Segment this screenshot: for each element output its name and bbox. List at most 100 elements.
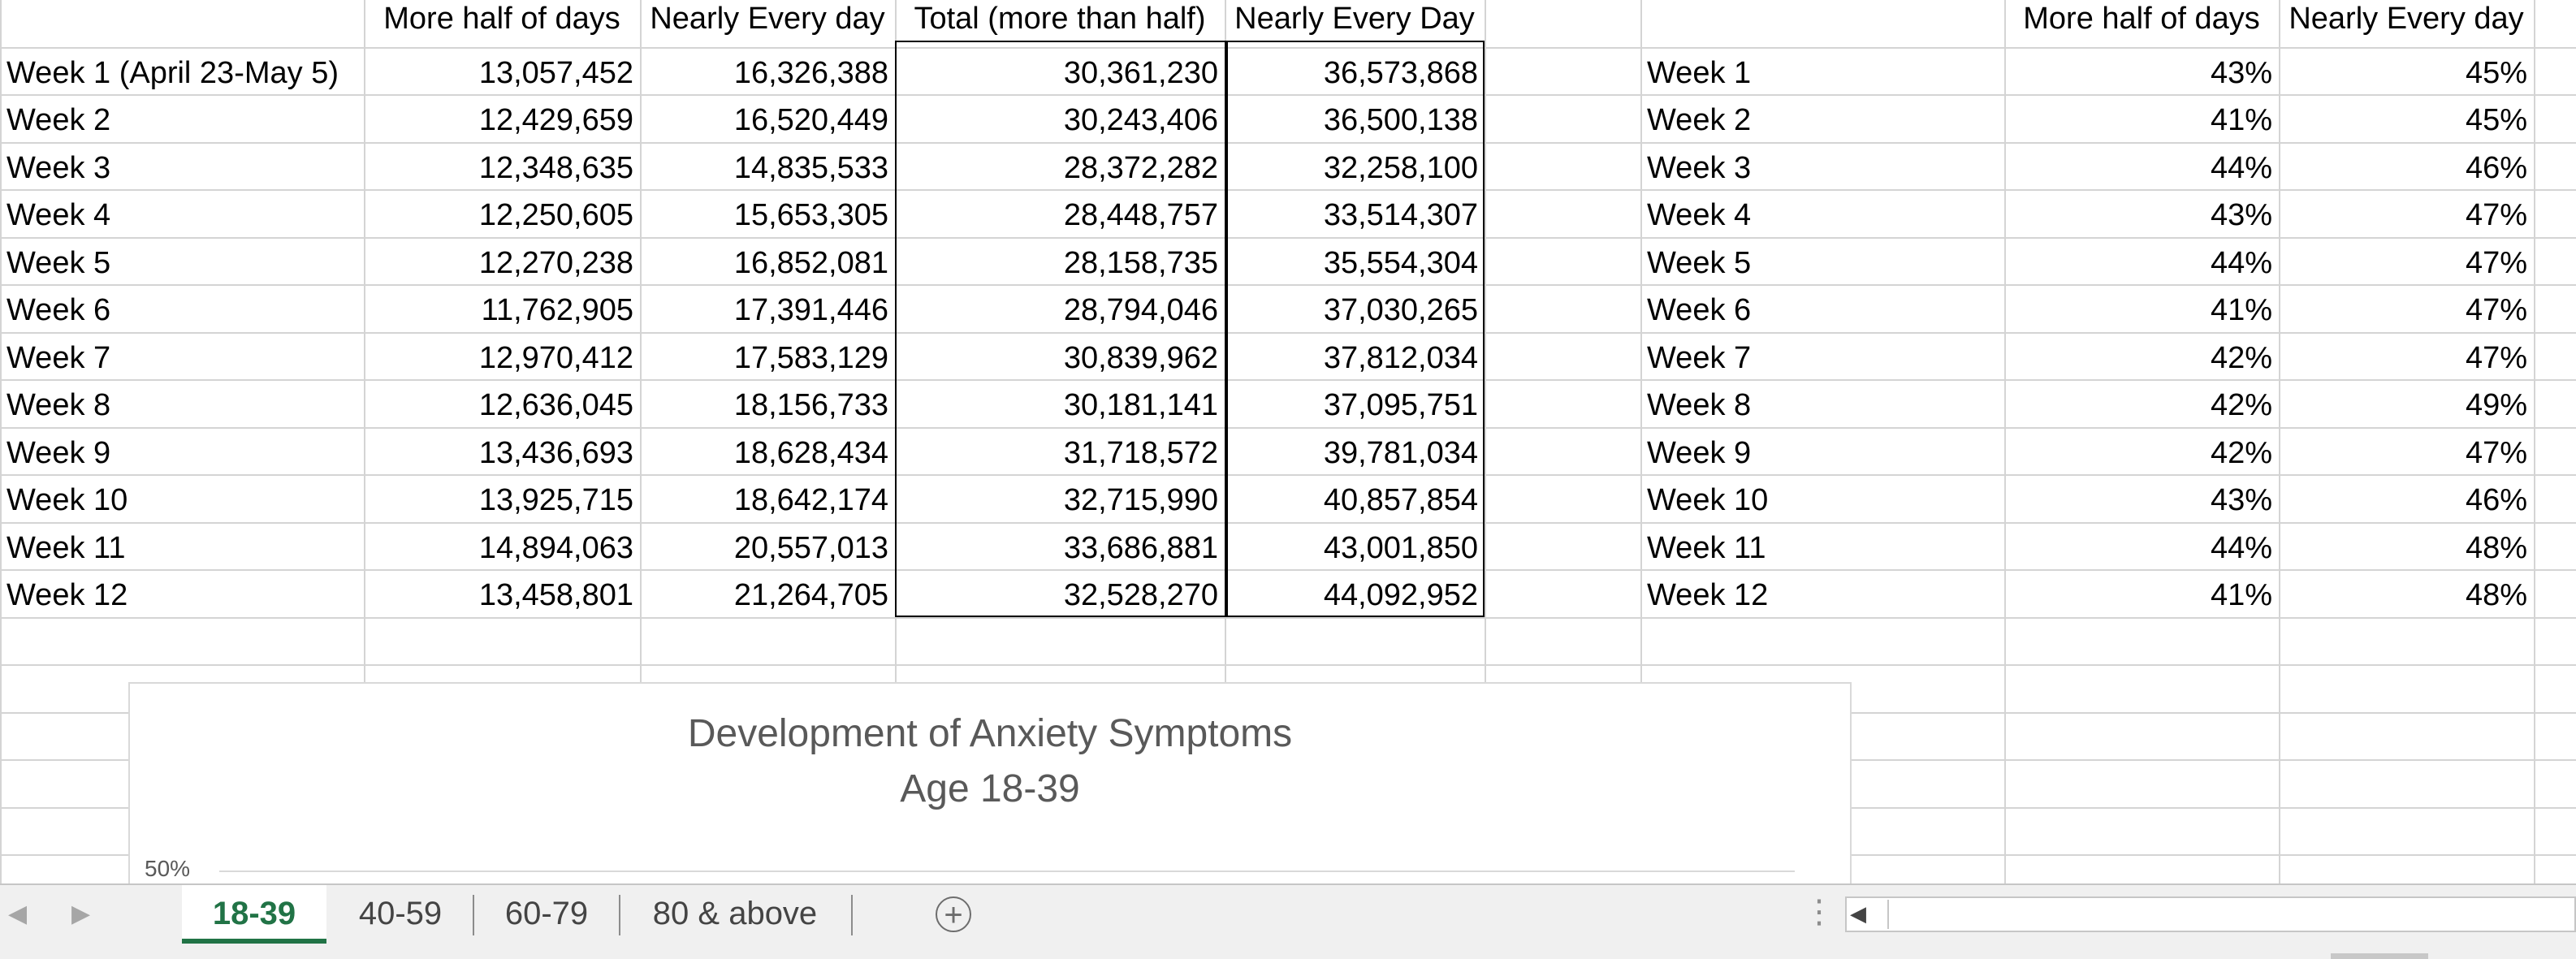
chevron-left-icon[interactable]: ◀ <box>8 901 28 927</box>
value-cell[interactable]: 18,628,434 <box>733 436 888 470</box>
row-label-cell[interactable]: Week 1 (April 23-May 5) <box>6 56 339 90</box>
row-label-cell[interactable]: Week 11 <box>1647 531 1766 565</box>
row-label-cell[interactable]: Week 7 <box>1647 341 1752 375</box>
value-cell[interactable]: 46% <box>2465 151 2527 185</box>
row-label-cell[interactable]: Week 9 <box>1647 436 1752 470</box>
value-cell[interactable]: 44% <box>2210 151 2272 185</box>
value-cell[interactable]: 12,970,412 <box>478 341 633 375</box>
value-cell[interactable]: 14,894,063 <box>478 531 633 565</box>
scroll-left-arrow-icon[interactable]: ◀ <box>1850 901 1866 926</box>
row-label-cell[interactable]: Week 4 <box>1647 198 1752 232</box>
value-cell[interactable]: 30,181,141 <box>1063 388 1218 422</box>
value-cell[interactable]: 47% <box>2465 436 2527 470</box>
value-cell[interactable]: 47% <box>2465 198 2527 232</box>
row-label-cell[interactable]: Week 6 <box>6 293 111 327</box>
value-cell[interactable]: 41% <box>2210 578 2272 612</box>
row-label-cell[interactable]: Week 5 <box>6 246 111 280</box>
row-label-cell[interactable]: Week 4 <box>6 198 111 232</box>
value-cell[interactable]: 18,156,733 <box>733 388 888 422</box>
value-cell[interactable]: 13,436,693 <box>478 436 633 470</box>
value-cell[interactable]: 16,326,388 <box>733 56 888 90</box>
anxiety-chart[interactable]: Development of Anxiety Symptoms Age 18-3… <box>128 682 1852 893</box>
value-cell[interactable]: 15,653,305 <box>733 198 888 232</box>
value-cell[interactable]: 39,781,034 <box>1323 436 1478 470</box>
value-cell[interactable]: 45% <box>2465 56 2527 90</box>
row-label-cell[interactable]: Week 11 <box>6 531 126 565</box>
value-cell[interactable]: 32,715,990 <box>1063 483 1218 517</box>
row-label-cell[interactable]: Week 10 <box>1647 483 1769 517</box>
tab-60-79[interactable]: 60-79 <box>504 896 589 931</box>
value-cell[interactable]: 40,857,854 <box>1323 483 1478 517</box>
value-cell[interactable]: 28,448,757 <box>1063 198 1218 232</box>
plus-circle-icon[interactable]: + <box>936 896 971 932</box>
spreadsheet-grid[interactable]: More half of days Nearly Every day Total (… <box>0 0 2576 883</box>
value-cell[interactable]: 20,557,013 <box>733 531 888 565</box>
column-header[interactable]: Nearly Every day <box>2289 2 2524 36</box>
value-cell[interactable]: 33,514,307 <box>1323 198 1478 232</box>
row-label-cell[interactable]: Week 2 <box>6 103 111 137</box>
value-cell[interactable]: 13,057,452 <box>478 56 633 90</box>
value-cell[interactable]: 11,762,905 <box>481 293 633 327</box>
column-header[interactable] <box>1640 0 2004 48</box>
value-cell[interactable]: 47% <box>2465 341 2527 375</box>
value-cell[interactable]: 43,001,850 <box>1323 531 1478 565</box>
row-label-cell[interactable]: Week 10 <box>6 483 128 517</box>
value-cell[interactable]: 32,528,270 <box>1063 578 1218 612</box>
value-cell[interactable]: 43% <box>2210 56 2272 90</box>
value-cell[interactable]: 12,348,635 <box>478 151 633 185</box>
tab-18-39[interactable]: 18-39 <box>182 885 326 944</box>
value-cell[interactable]: 36,573,868 <box>1323 56 1478 90</box>
value-cell[interactable]: 18,642,174 <box>733 483 888 517</box>
value-cell[interactable]: 17,391,446 <box>733 293 888 327</box>
value-cell[interactable]: 36,500,138 <box>1323 103 1478 137</box>
value-cell[interactable]: 44,092,952 <box>1323 578 1478 612</box>
value-cell[interactable]: 41% <box>2210 103 2272 137</box>
value-cell[interactable]: 31,718,572 <box>1063 436 1218 470</box>
value-cell[interactable]: 37,030,265 <box>1323 293 1478 327</box>
column-header[interactable] <box>0 0 364 48</box>
value-cell[interactable]: 42% <box>2210 341 2272 375</box>
value-cell[interactable]: 12,636,045 <box>478 388 633 422</box>
tab-80-above[interactable]: 80 & above <box>652 896 818 931</box>
row-label-cell[interactable]: Week 12 <box>6 578 128 612</box>
value-cell[interactable]: 32,258,100 <box>1323 151 1478 185</box>
value-cell[interactable]: 45% <box>2465 103 2527 137</box>
row-label-cell[interactable]: Week 3 <box>6 151 111 185</box>
column-header[interactable]: Total (more than half) <box>914 2 1206 36</box>
value-cell[interactable]: 21,264,705 <box>733 578 888 612</box>
row-label-cell[interactable]: Week 6 <box>1647 293 1752 327</box>
value-cell[interactable]: 48% <box>2465 578 2527 612</box>
tab-40-59[interactable]: 40-59 <box>358 896 443 931</box>
scrollbar-thumb[interactable] <box>1887 900 1889 929</box>
value-cell[interactable]: 30,361,230 <box>1063 56 1218 90</box>
value-cell[interactable]: 30,243,406 <box>1063 103 1218 137</box>
row-label-cell[interactable]: Week 9 <box>6 436 111 470</box>
value-cell[interactable]: 41% <box>2210 293 2272 327</box>
value-cell[interactable]: 46% <box>2465 483 2527 517</box>
value-cell[interactable]: 16,852,081 <box>733 246 888 280</box>
value-cell[interactable]: 49% <box>2465 388 2527 422</box>
column-header[interactable]: More half of days <box>383 2 620 36</box>
value-cell[interactable]: 43% <box>2210 483 2272 517</box>
value-cell[interactable]: 35,554,304 <box>1323 246 1478 280</box>
value-cell[interactable]: 12,429,659 <box>478 103 633 137</box>
row-label-cell[interactable]: Week 8 <box>6 388 111 422</box>
value-cell[interactable]: 13,925,715 <box>478 483 633 517</box>
value-cell[interactable]: 47% <box>2465 293 2527 327</box>
value-cell[interactable]: 12,250,605 <box>478 198 633 232</box>
value-cell[interactable]: 44% <box>2210 531 2272 565</box>
row-label-cell[interactable]: Week 5 <box>1647 246 1752 280</box>
row-label-cell[interactable]: Week 12 <box>1647 578 1769 612</box>
value-cell[interactable]: 33,686,881 <box>1063 531 1218 565</box>
column-header[interactable]: Nearly Every day <box>650 2 885 36</box>
value-cell[interactable]: 37,095,751 <box>1323 388 1478 422</box>
vertical-ellipsis-icon[interactable]: ⋮ <box>1803 894 1835 930</box>
value-cell[interactable]: 42% <box>2210 388 2272 422</box>
row-label-cell[interactable]: Week 2 <box>1647 103 1752 137</box>
value-cell[interactable]: 30,839,962 <box>1063 341 1218 375</box>
row-label-cell[interactable]: Week 8 <box>1647 388 1752 422</box>
value-cell[interactable]: 28,794,046 <box>1063 293 1218 327</box>
value-cell[interactable]: 44% <box>2210 246 2272 280</box>
row-label-cell[interactable]: Week 7 <box>6 341 111 375</box>
value-cell[interactable]: 14,835,533 <box>733 151 888 185</box>
